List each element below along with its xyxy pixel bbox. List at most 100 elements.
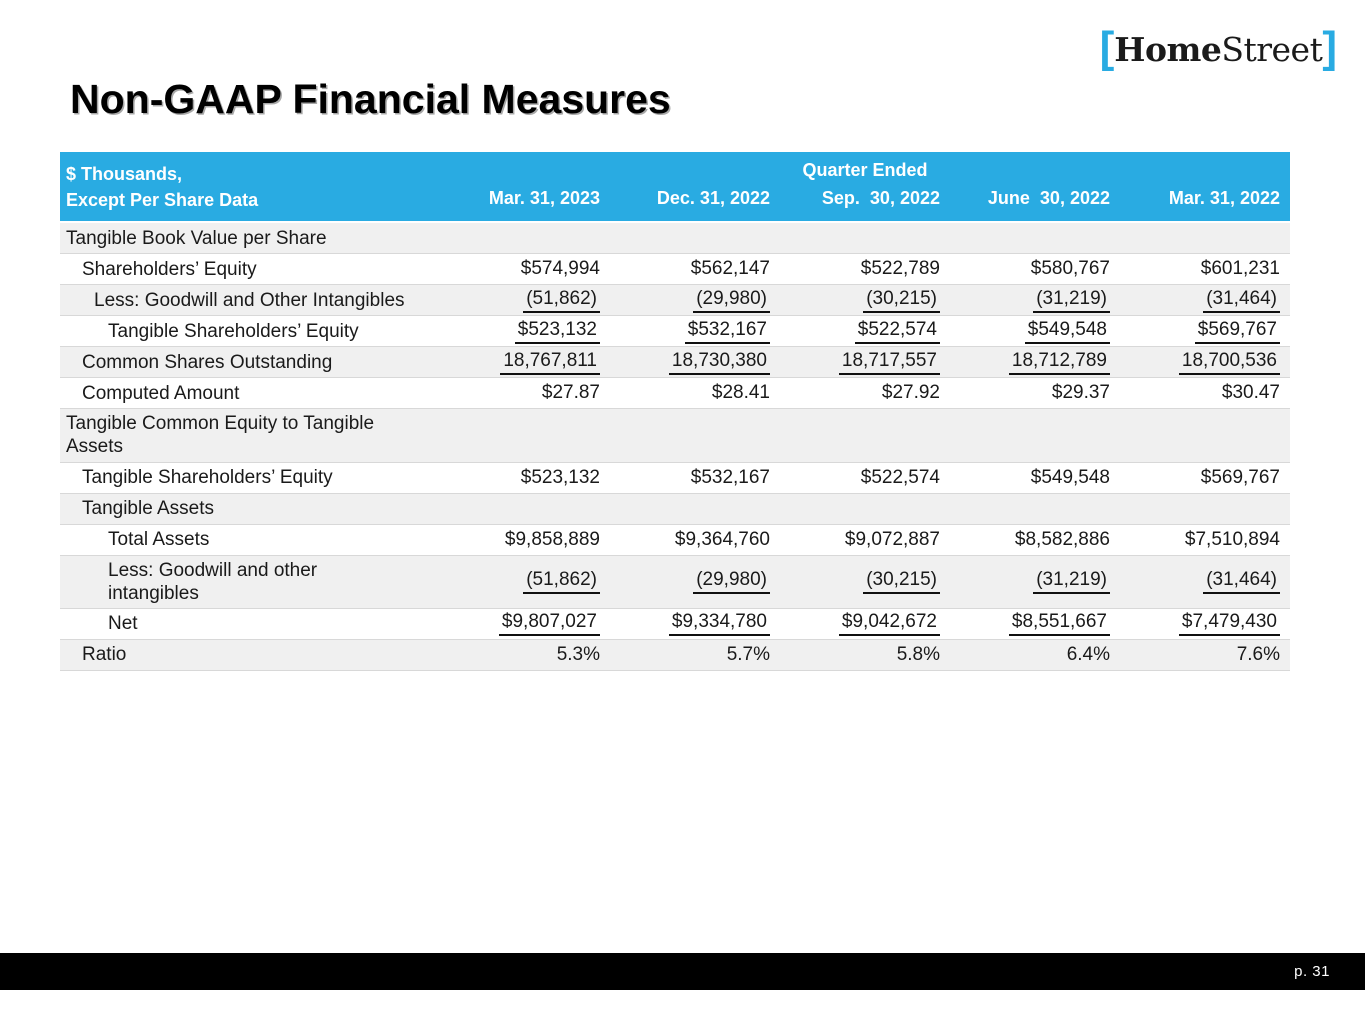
page-title: Non-GAAP Financial Measures — [70, 76, 671, 122]
row-value: $9,072,887 — [844, 528, 940, 550]
row-value — [610, 223, 780, 253]
row-value: $8,551,667 — [950, 609, 1120, 639]
page-number: p. 31 — [1294, 963, 1330, 980]
table-row: Computed Amount $27.87 $28.41 $27.92 $29.37 $… — [60, 377, 1290, 409]
row-value — [950, 223, 1120, 253]
table-row: Less: Goodwill and other intangibles (51,… — [60, 554, 1290, 608]
row-value: 18,767,811 — [440, 347, 610, 377]
row-label: Tangible Assets — [82, 497, 215, 519]
row-label: Tangible Common Equity to Tangible Asset… — [66, 413, 375, 458]
row-value: $532,167 — [690, 466, 770, 488]
table-row: Total Assets $9,858,889 $9,364,760 $9,072,8… — [60, 523, 1290, 555]
row-value: 18,730,380 — [610, 347, 780, 377]
row-value — [950, 409, 1120, 461]
row-value: $569,767 — [1200, 466, 1280, 488]
row-value: 5.8% — [896, 643, 940, 665]
row-value: $522,574 — [780, 316, 950, 346]
row-value: (30,215) — [780, 285, 950, 315]
table-body: Tangible Book Value per Share Shareholder… — [60, 223, 1290, 671]
row-value — [1120, 409, 1290, 461]
row-label: Less: Goodwill and Other Intangibles — [94, 289, 405, 311]
row-value — [440, 409, 610, 461]
row-value — [1120, 223, 1290, 253]
row-label: Ratio — [82, 644, 127, 666]
row-value: (31,219) — [950, 285, 1120, 315]
row-value: 18,700,536 — [1120, 347, 1290, 377]
row-value — [610, 409, 780, 461]
row-value — [1120, 494, 1290, 524]
row-value — [610, 494, 780, 524]
row-label: Net — [108, 613, 138, 635]
row-value: $601,231 — [1200, 258, 1280, 280]
row-value: $574,994 — [520, 258, 600, 280]
row-value: $30.47 — [1221, 382, 1280, 404]
row-value: $549,548 — [950, 316, 1120, 346]
row-value: (31,219) — [950, 556, 1120, 608]
logo-text-home: Home — [1114, 30, 1222, 70]
row-value: (30,215) — [780, 556, 950, 608]
row-value: $532,167 — [610, 316, 780, 346]
row-value: 18,717,557 — [780, 347, 950, 377]
row-value: (51,862) — [440, 556, 610, 608]
row-value — [780, 409, 950, 461]
row-value: 5.3% — [556, 643, 600, 665]
row-label: Shareholders’ Equity — [82, 258, 257, 280]
row-value: $562,147 — [690, 258, 770, 280]
row-label: Tangible Shareholders’ Equity — [108, 320, 359, 342]
column-header: Sep. 30, 2022 — [821, 188, 940, 209]
row-label: Less: Goodwill and other intangibles — [108, 559, 318, 604]
row-value: (29,980) — [610, 285, 780, 315]
table-row: Ratio 5.3% 5.7% 5.8% 6.4% 7.6% — [60, 638, 1290, 671]
row-value — [950, 494, 1120, 524]
table-header: $ Thousands, Except Per Share Data Quart… — [60, 152, 1290, 222]
logo-left-bracket: [ — [1099, 23, 1115, 72]
row-value — [780, 494, 950, 524]
row-value: $523,132 — [520, 466, 600, 488]
row-value: $9,042,672 — [780, 609, 950, 639]
corner-line-2: Except Per Share Data — [66, 190, 259, 211]
row-value — [780, 223, 950, 253]
table-row: Net $9,807,027 $9,334,780 $9,042,672 $8,551,… — [60, 607, 1290, 639]
row-label: Total Assets — [108, 528, 210, 550]
row-value: $523,132 — [440, 316, 610, 346]
table-row: Tangible Shareholders’ Equity $523,132 $53… — [60, 315, 1290, 347]
logo-right-bracket: ] — [1322, 23, 1337, 72]
row-value: $8,582,886 — [1014, 528, 1110, 550]
table-row: Shareholders’ Equity $574,994 $562,147 $522… — [60, 253, 1290, 285]
row-value: $29.37 — [1051, 382, 1110, 404]
quarter-ended-label: Quarter Ended — [802, 160, 928, 180]
table-corner-title: $ Thousands, Except Per Share Data — [60, 152, 440, 221]
row-value — [440, 494, 610, 524]
row-label: Tangible Shareholders’ Equity — [82, 466, 333, 488]
non-gaap-table: $ Thousands, Except Per Share Data Quart… — [60, 152, 1290, 671]
column-header: Mar. 31, 2022 — [1168, 188, 1280, 209]
homestreet-logo: [Home Street] — [1099, 23, 1337, 72]
row-value: $9,334,780 — [610, 609, 780, 639]
row-value: $7,510,894 — [1184, 528, 1280, 550]
row-value: $569,767 — [1120, 316, 1290, 346]
row-value: 18,712,789 — [950, 347, 1120, 377]
row-value: $27.87 — [541, 382, 600, 404]
row-value: $580,767 — [1030, 258, 1110, 280]
table-row: Tangible Shareholders’ Equity $523,132 $53… — [60, 461, 1290, 493]
row-label: Computed Amount — [82, 382, 240, 404]
column-header: Mar. 31, 2023 — [488, 188, 600, 209]
row-value: $522,789 — [860, 258, 940, 280]
table-row: Common Shares Outstanding 18,767,811 18,73… — [60, 346, 1290, 378]
row-value: 6.4% — [1066, 643, 1110, 665]
row-value: 7.6% — [1236, 643, 1280, 665]
row-value: $522,574 — [860, 466, 940, 488]
row-value: $9,364,760 — [674, 528, 770, 550]
row-value: (31,464) — [1120, 556, 1290, 608]
table-row: Tangible Common Equity to Tangible Asset… — [60, 408, 1290, 462]
table-row: Less: Goodwill and Other Intangibles (51,… — [60, 284, 1290, 316]
column-header: Dec. 31, 2022 — [656, 188, 770, 209]
row-value: $28.41 — [711, 382, 770, 404]
column-header: June 30, 2022 — [987, 188, 1110, 209]
row-value — [440, 223, 610, 253]
row-value: (51,862) — [440, 285, 610, 315]
row-label: Common Shares Outstanding — [82, 351, 333, 373]
logo-text-street: Street — [1221, 30, 1323, 70]
row-value: 5.7% — [726, 643, 770, 665]
